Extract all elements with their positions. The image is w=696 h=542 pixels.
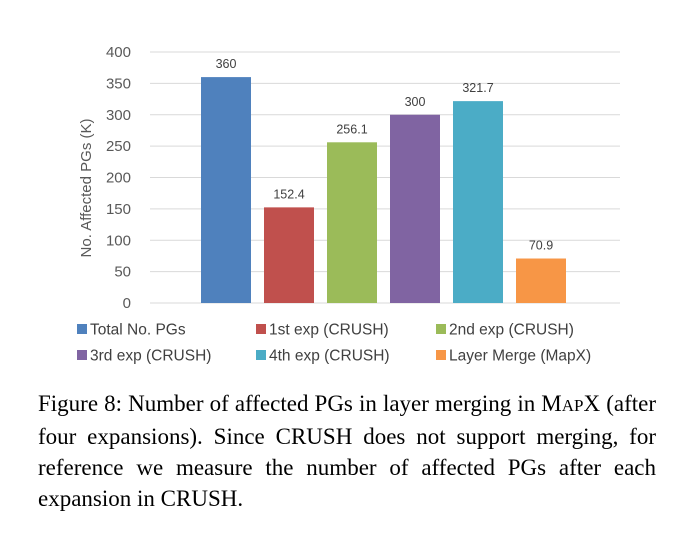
y-tick-label: 0 [123, 295, 131, 312]
data-labels: 360 152.4 256.1 300 321.7 70.9 [216, 57, 554, 252]
y-tick-label: 200 [106, 170, 131, 187]
data-label: 70.9 [529, 239, 553, 253]
legend-swatch [256, 324, 266, 334]
bar [390, 114, 440, 303]
bar [327, 142, 377, 303]
y-tick-label: 300 [106, 107, 131, 124]
y-tick-label: 100 [106, 232, 131, 249]
data-label: 300 [405, 95, 426, 109]
legend-swatch [77, 350, 87, 360]
data-label: 360 [216, 57, 237, 71]
data-label: 152.4 [273, 187, 304, 201]
legend-label: 4th exp (CRUSH) [269, 348, 390, 365]
figure-caption: Figure 8: Number of affected PGs in laye… [38, 388, 656, 514]
y-tick-label: 250 [106, 138, 131, 155]
y-tick-label: 50 [114, 264, 131, 281]
caption-rest: (after four expansions). Since CRUSH doe… [38, 391, 656, 511]
data-label: 256.1 [336, 122, 367, 136]
bar-chart: 0 50 100 150 200 250 300 350 400 360 152.4 256.1 30… [77, 44, 620, 365]
legend: Total No. PGs 1st exp (CRUSH) 2nd exp (CRU… [77, 322, 591, 365]
legend-label: 3rd exp (CRUSH) [90, 348, 211, 365]
data-label: 321.7 [462, 81, 493, 95]
bar [264, 207, 314, 303]
legend-label: 2nd exp (CRUSH) [449, 322, 574, 339]
y-tick-label: 350 [106, 75, 131, 92]
bar [453, 101, 503, 304]
legend-swatch [436, 324, 446, 334]
y-tick-label: 150 [106, 201, 131, 218]
y-tick-label: 400 [106, 44, 131, 61]
caption-system-name: MAPX [541, 391, 601, 416]
legend-label: 1st exp (CRUSH) [269, 322, 389, 339]
bar [516, 258, 566, 303]
legend-label: Layer Merge (MapX) [449, 348, 591, 365]
caption-prefix: Figure 8: Number of affected PGs in laye… [38, 391, 542, 416]
legend-swatch [436, 350, 446, 360]
bar [201, 77, 251, 303]
y-axis-tick-labels: 0 50 100 150 200 250 300 350 400 [106, 44, 131, 312]
legend-swatch [256, 350, 266, 360]
legend-label: Total No. PGs [90, 322, 186, 339]
bars [201, 77, 566, 304]
legend-swatch [77, 324, 87, 334]
y-axis-title: No. Affected PGs (K) [78, 119, 95, 258]
